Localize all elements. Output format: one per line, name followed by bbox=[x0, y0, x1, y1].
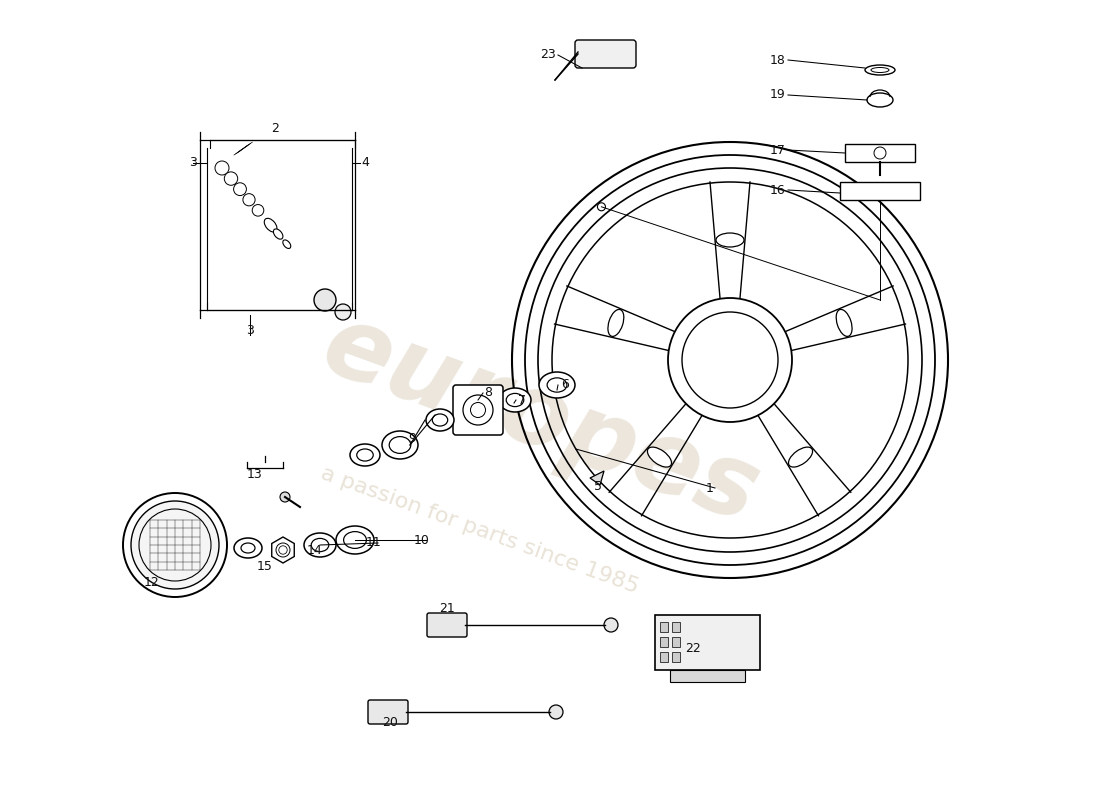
Ellipse shape bbox=[276, 543, 290, 557]
Text: 20: 20 bbox=[382, 715, 398, 729]
Ellipse shape bbox=[506, 394, 524, 406]
Text: a passion for parts since 1985: a passion for parts since 1985 bbox=[318, 463, 641, 597]
Text: 19: 19 bbox=[770, 89, 785, 102]
Text: 15: 15 bbox=[257, 561, 273, 574]
Bar bbox=[654, 615, 760, 670]
Ellipse shape bbox=[350, 444, 380, 466]
Circle shape bbox=[243, 194, 255, 206]
Ellipse shape bbox=[432, 414, 448, 426]
Ellipse shape bbox=[241, 543, 255, 553]
Circle shape bbox=[233, 182, 246, 195]
Bar bbox=[845, 144, 915, 162]
Text: 16: 16 bbox=[770, 183, 785, 197]
Ellipse shape bbox=[382, 431, 418, 459]
Text: 8: 8 bbox=[484, 386, 492, 399]
Ellipse shape bbox=[264, 218, 277, 232]
Text: 11: 11 bbox=[366, 537, 382, 550]
FancyBboxPatch shape bbox=[368, 700, 408, 724]
Ellipse shape bbox=[867, 93, 893, 107]
Ellipse shape bbox=[871, 67, 889, 73]
Text: 4: 4 bbox=[361, 157, 368, 170]
Text: 7: 7 bbox=[518, 394, 526, 406]
Ellipse shape bbox=[336, 526, 374, 554]
Ellipse shape bbox=[304, 533, 336, 557]
Ellipse shape bbox=[234, 538, 262, 558]
Polygon shape bbox=[590, 471, 604, 485]
Ellipse shape bbox=[539, 372, 575, 398]
Text: europes: europes bbox=[309, 297, 771, 543]
Text: 18: 18 bbox=[770, 54, 785, 66]
Ellipse shape bbox=[356, 449, 373, 461]
Ellipse shape bbox=[426, 409, 454, 431]
Circle shape bbox=[549, 705, 563, 719]
Text: 22: 22 bbox=[685, 642, 701, 654]
Text: 3: 3 bbox=[189, 157, 197, 170]
Bar bbox=[660, 637, 668, 647]
Ellipse shape bbox=[311, 538, 329, 552]
Circle shape bbox=[123, 493, 227, 597]
Ellipse shape bbox=[343, 532, 366, 549]
Circle shape bbox=[314, 289, 336, 311]
Ellipse shape bbox=[389, 437, 410, 454]
Bar bbox=[672, 652, 680, 662]
Ellipse shape bbox=[278, 546, 287, 554]
Text: 6: 6 bbox=[561, 378, 569, 391]
Circle shape bbox=[214, 161, 229, 175]
Ellipse shape bbox=[547, 378, 567, 392]
Text: 17: 17 bbox=[770, 143, 785, 157]
Bar bbox=[672, 637, 680, 647]
Circle shape bbox=[597, 202, 605, 210]
FancyBboxPatch shape bbox=[453, 385, 503, 435]
Ellipse shape bbox=[283, 240, 290, 249]
Circle shape bbox=[224, 172, 238, 186]
Text: 5: 5 bbox=[594, 481, 602, 494]
Bar bbox=[660, 652, 668, 662]
Text: 23: 23 bbox=[540, 49, 556, 62]
Bar bbox=[840, 182, 920, 200]
Text: 3: 3 bbox=[246, 323, 254, 337]
Ellipse shape bbox=[865, 65, 895, 75]
Circle shape bbox=[336, 304, 351, 320]
Ellipse shape bbox=[716, 233, 744, 247]
Text: 14: 14 bbox=[307, 543, 323, 557]
Text: 9: 9 bbox=[408, 431, 416, 445]
Text: 2: 2 bbox=[271, 122, 279, 134]
Text: 12: 12 bbox=[144, 577, 159, 590]
Circle shape bbox=[131, 501, 219, 589]
Text: 21: 21 bbox=[439, 602, 455, 614]
Ellipse shape bbox=[499, 388, 531, 412]
Ellipse shape bbox=[274, 229, 283, 239]
FancyBboxPatch shape bbox=[575, 40, 636, 68]
Circle shape bbox=[252, 205, 264, 216]
Bar bbox=[660, 622, 668, 632]
Ellipse shape bbox=[608, 310, 624, 337]
Bar bbox=[670, 670, 745, 682]
Circle shape bbox=[874, 147, 886, 159]
Ellipse shape bbox=[836, 310, 852, 337]
FancyBboxPatch shape bbox=[427, 613, 468, 637]
Ellipse shape bbox=[648, 447, 671, 467]
Text: 10: 10 bbox=[414, 534, 430, 546]
Ellipse shape bbox=[789, 447, 813, 467]
Ellipse shape bbox=[463, 395, 493, 425]
Text: 13: 13 bbox=[248, 469, 263, 482]
Ellipse shape bbox=[471, 402, 485, 418]
Polygon shape bbox=[272, 537, 295, 563]
Bar bbox=[672, 622, 680, 632]
Text: 1: 1 bbox=[706, 482, 714, 494]
Circle shape bbox=[280, 492, 290, 502]
Circle shape bbox=[604, 618, 618, 632]
